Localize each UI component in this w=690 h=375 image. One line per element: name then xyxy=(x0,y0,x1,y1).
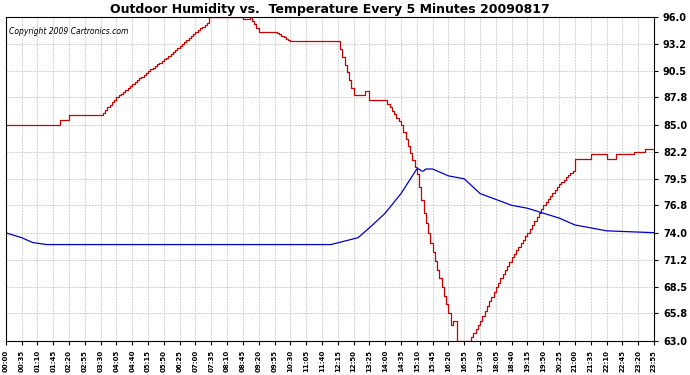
Title: Outdoor Humidity vs.  Temperature Every 5 Minutes 20090817: Outdoor Humidity vs. Temperature Every 5… xyxy=(110,3,550,16)
Text: Copyright 2009 Cartronics.com: Copyright 2009 Cartronics.com xyxy=(9,27,128,36)
